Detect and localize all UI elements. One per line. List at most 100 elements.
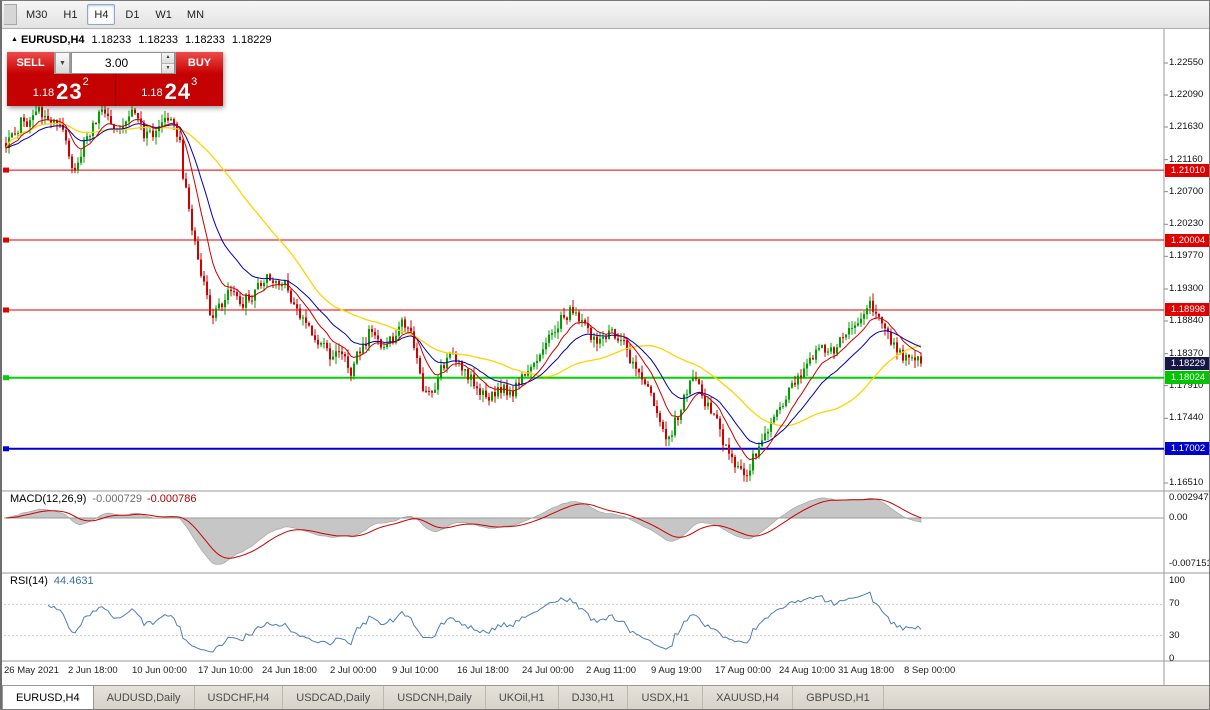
time-axis-label: 31 Aug 18:00 <box>838 665 894 676</box>
volume-field[interactable]: 3.00 ▲ ▼ <box>71 52 175 74</box>
down-wicks <box>5 101 922 482</box>
timeframe-button-m30[interactable]: M30 <box>26 8 48 21</box>
time-axis-label: 8 Sep 00:00 <box>904 665 956 676</box>
candles[interactable] <box>5 107 922 477</box>
price-axis-tick: 1.21160 <box>1169 153 1203 165</box>
symbol-label: EURUSD,H4 <box>20 34 85 46</box>
price-axis-tick: 1.17910 <box>1169 379 1204 391</box>
time-axis-label: 9 Aug 19:00 <box>651 665 702 676</box>
buy-price-pips: 24 <box>164 79 192 104</box>
price-axis-tick: 1.18370 <box>1169 347 1204 359</box>
ohlc-value: 1.18233 <box>91 34 132 46</box>
rsi-axis-label: 0 <box>1169 653 1175 664</box>
time-axis-label: 2 Jul 00:00 <box>330 665 377 676</box>
time-axis-label: 17 Aug 00:00 <box>715 665 771 676</box>
timeframe-toolbar: M30 H1 H4 D1 W1 MN <box>2 1 1209 29</box>
macd-axis-label: 0.002947 <box>1169 492 1209 503</box>
ohlc-value: 1.18233 <box>138 34 179 46</box>
ma-line-blue <box>5 123 922 445</box>
chart-tab-xauusd-h4[interactable]: XAUUSD,H4 <box>703 686 794 709</box>
chart-tab-gbpusd-h1[interactable]: GBPUSD,H1 <box>793 686 884 709</box>
chart-tab-usdchf-h4[interactable]: USDCHF,H4 <box>195 686 284 709</box>
timeframe-button-h4[interactable]: H4 <box>87 4 116 25</box>
chart-tab-usdcad-daily[interactable]: USDCAD,Daily <box>283 686 385 709</box>
price-line-label-1.18229: 1.18229 <box>1165 356 1209 370</box>
volume-increase-button[interactable]: ▲ <box>162 53 174 64</box>
up-wicks <box>8 100 919 482</box>
timeframe-button-mn[interactable]: MN <box>186 8 205 21</box>
price-line-label-1.20004: 1.20004 <box>1165 233 1209 247</box>
macd-axis-label: 0.00 <box>1169 512 1188 523</box>
toolbar-clipped-button[interactable] <box>4 4 17 25</box>
time-axis-label: 2 Jun 18:00 <box>68 665 118 676</box>
sell-price-fraction: 2 <box>82 76 89 88</box>
chart-tab-bar: EURUSD,H4 AUDUSD,Daily USDCHF,H4 USDCAD,Dai… <box>2 685 1209 709</box>
sell-price-base: 1.18 <box>32 87 55 99</box>
ma-line-yellow <box>5 122 922 427</box>
macd-signal-value: -0.000786 <box>146 493 197 505</box>
price-line-label-1.18024: 1.18024 <box>1165 371 1209 385</box>
price-axis-tick: 1.20230 <box>1169 218 1204 230</box>
price-axis-tick: 1.16510 <box>1169 477 1204 488</box>
buy-price-base: 1.18 <box>141 87 163 99</box>
chart-tab-eurusd-h4[interactable]: EURUSD,H4 <box>2 685 94 709</box>
sell-price-display[interactable]: 1.18 23 2 <box>7 74 116 106</box>
collapse-marker-icon: ▲ <box>11 36 18 43</box>
time-axis-label: 17 Jun 10:00 <box>198 665 253 676</box>
chart-tab-audusd-daily[interactable]: AUDUSD,Daily <box>94 686 195 709</box>
macd-main-value: -0.000729 <box>92 493 142 505</box>
chart-ohlc-header: ▲ EURUSD,H4 1.18233 1.18233 1.18233 1.18229 <box>11 34 272 46</box>
macd-signal-line <box>5 498 922 559</box>
ohlc-value: 1.18233 <box>185 34 225 46</box>
price-axis-tick: 1.19300 <box>1169 282 1204 294</box>
chevron-down-icon: ▼ <box>59 59 66 67</box>
rsi-axis-label: 100 <box>1169 575 1185 586</box>
price-line-label-1.18998: 1.18998 <box>1165 303 1209 317</box>
buy-price-fraction: 3 <box>191 76 198 88</box>
buy-button[interactable]: BUY <box>176 52 223 74</box>
line-handle[interactable] <box>3 446 9 452</box>
chart-tab-dj30-h1[interactable]: DJ30,H1 <box>559 686 629 709</box>
time-axis-label: 24 Jul 00:00 <box>522 665 574 676</box>
timeframe-button-w1[interactable]: W1 <box>155 8 172 21</box>
ohlc-value: 1.18229 <box>231 34 272 46</box>
ma-line-red <box>5 118 922 461</box>
line-handle[interactable] <box>3 167 9 173</box>
line-handle[interactable] <box>3 237 9 243</box>
timeframe-buttons: M30 H1 H4 D1 W1 MN <box>20 4 210 25</box>
rsi-line <box>47 591 922 653</box>
volume-value[interactable]: 3.00 <box>104 56 129 70</box>
sell-button[interactable]: SELL <box>7 52 54 74</box>
ohlc-values: 1.18233 1.18233 1.18233 1.18229 <box>85 34 272 46</box>
time-axis-label: 16 Jul 18:00 <box>457 665 509 676</box>
rsi-header: RSI(14) 44.4631 <box>10 575 94 587</box>
line-handle[interactable] <box>3 375 9 381</box>
price-axis-tick: 1.18840 <box>1169 314 1204 326</box>
one-click-trading-panel: SELL ▼ 3.00 ▲ ▼ BUY 1.18 23 2 1.18 24 3 <box>7 52 223 106</box>
price-axis-tick: 1.22090 <box>1169 88 1204 100</box>
volume-decrease-button[interactable]: ▼ <box>162 63 174 73</box>
line-handle[interactable] <box>3 307 9 313</box>
rsi-title: RSI(14) <box>10 575 48 587</box>
chart-tab-usdx-h1[interactable]: USDX,H1 <box>628 686 704 709</box>
timeframe-button-h1[interactable]: H1 <box>63 8 78 21</box>
trade-controls-row: SELL ▼ 3.00 ▲ ▼ BUY <box>7 52 223 74</box>
chart-tab-ukoil-h1[interactable]: UKOil,H1 <box>486 686 559 709</box>
price-line-label-1.17002: 1.17002 <box>1165 442 1209 456</box>
rsi-value: 44.4631 <box>53 575 94 587</box>
price-axis-tick: 1.19770 <box>1169 250 1204 262</box>
buy-price-display[interactable]: 1.18 24 3 <box>116 74 224 106</box>
time-axis-label: 26 May 2021 <box>4 665 59 676</box>
chart-tab-usdcnh-daily[interactable]: USDCNH,Daily <box>384 686 486 709</box>
time-axis-label: 24 Aug 10:00 <box>779 665 835 676</box>
macd-title: MACD(12,26,9) <box>10 493 87 505</box>
volume-stepper: ▲ ▼ <box>161 53 174 73</box>
time-axis-label: 10 Jun 00:00 <box>132 665 187 676</box>
macd-histogram <box>4 497 922 565</box>
trade-options-dropdown[interactable]: ▼ <box>55 52 70 74</box>
timeframe-button-d1[interactable]: D1 <box>125 8 140 21</box>
trade-prices-row: 1.18 23 2 1.18 24 3 <box>7 74 223 106</box>
rsi-axis-label: 30 <box>1169 630 1180 641</box>
